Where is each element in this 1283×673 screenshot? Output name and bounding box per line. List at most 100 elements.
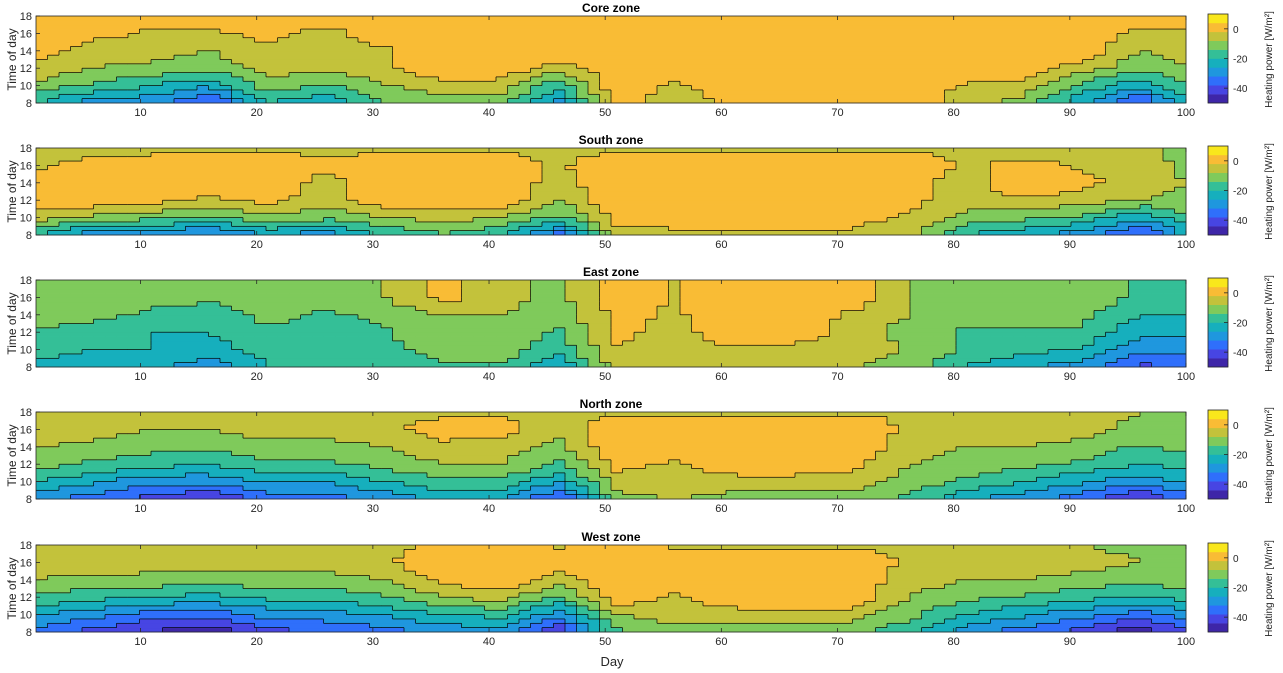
- heatmap-cell: [208, 63, 221, 69]
- heatmap-cell: [668, 85, 681, 91]
- heatmap-cell: [841, 85, 853, 91]
- heatmap-cell: [864, 76, 876, 82]
- heatmap-cell: [392, 24, 405, 30]
- heatmap-cell: [197, 81, 209, 86]
- heatmap-cell: [967, 55, 980, 60]
- heatmap-cell: [461, 213, 474, 218]
- heatmap-cell: [93, 217, 106, 223]
- colorbar-tick-label: -40: [1233, 84, 1248, 95]
- heatmap-cell: [967, 89, 980, 95]
- heatmap-cell: [162, 29, 175, 34]
- heatmap-cell: [703, 182, 715, 188]
- heatmap-cell: [967, 213, 980, 218]
- heatmap-cell: [1140, 200, 1152, 205]
- heatmap-cell: [392, 59, 405, 65]
- heatmap-cell: [277, 81, 290, 86]
- heatmap-cell: [921, 213, 934, 218]
- heatmap-cell: [1048, 50, 1060, 56]
- heatmap-cell: [162, 20, 175, 26]
- heatmap-cell: [1025, 68, 1037, 73]
- heatmap-cell: [530, 187, 543, 192]
- heatmap-cell: [266, 24, 278, 30]
- heatmap-cell: [599, 63, 612, 69]
- heatmap-cell: [197, 68, 209, 73]
- heatmap-cell: [622, 208, 635, 214]
- heatmap-cell: [174, 98, 186, 104]
- heatmap-cell: [588, 37, 600, 43]
- heatmap-cell: [300, 195, 313, 201]
- heatmap-cell: [197, 195, 209, 201]
- heatmap-cell: [93, 20, 106, 26]
- heatmap-cell: [1025, 156, 1037, 162]
- heatmap-cell: [933, 152, 945, 158]
- heatmap-cell: [484, 156, 497, 162]
- heatmap-cell: [519, 187, 531, 192]
- heatmap-cell: [852, 148, 865, 153]
- heatmap-cell: [93, 89, 106, 95]
- heatmap-cell: [93, 182, 106, 188]
- heatmap-cell: [749, 187, 761, 192]
- heatmap-cell: [105, 182, 117, 188]
- heatmap-cell: [105, 152, 117, 158]
- heatmap-cell: [82, 55, 94, 60]
- heatmap-cell: [1151, 55, 1164, 60]
- heatmap-cell: [289, 191, 301, 197]
- heatmap-cell: [346, 213, 359, 218]
- heatmap-cell: [473, 191, 485, 197]
- heatmap-cell: [760, 156, 773, 162]
- heatmap-cell: [887, 178, 899, 184]
- heatmap-cell: [1048, 98, 1060, 104]
- heatmap-cell: [473, 76, 485, 82]
- heatmap-cell: [772, 46, 784, 52]
- heatmap-cell: [105, 217, 117, 223]
- heatmap-cell: [220, 50, 232, 56]
- heatmap-cell: [680, 230, 692, 236]
- heatmap-cell: [277, 226, 290, 232]
- heatmap-cell: [151, 156, 163, 162]
- heatmap-cell: [70, 24, 83, 30]
- heatmap-cell: [565, 161, 577, 166]
- heatmap-cell: [910, 85, 922, 91]
- heatmap-cell: [174, 230, 186, 236]
- heatmap-cell: [404, 37, 416, 43]
- heatmap-cell: [979, 152, 991, 158]
- heatmap-cell: [289, 42, 301, 47]
- heatmap-cell: [887, 221, 899, 227]
- heatmap-cell: [933, 85, 945, 91]
- heatmap-cell: [691, 148, 704, 153]
- heatmap-cell: [1163, 63, 1175, 69]
- heatmap-cell: [312, 161, 324, 166]
- heatmap-cell: [795, 94, 807, 100]
- heatmap-cell: [300, 221, 313, 227]
- heatmap-cell: [703, 213, 715, 218]
- heatmap-cell: [657, 200, 669, 205]
- heatmap-cell: [772, 204, 784, 210]
- heatmap-cell: [841, 29, 853, 34]
- heatmap-cell: [1059, 46, 1072, 52]
- heatmap-cell: [749, 200, 761, 205]
- heatmap-cell: [668, 63, 681, 69]
- heatmap-cell: [220, 217, 232, 223]
- heatmap-cell: [910, 221, 922, 227]
- heatmap-cell: [507, 94, 520, 100]
- heatmap-cell: [231, 230, 244, 236]
- heatmap-cell: [634, 16, 646, 21]
- heatmap-cell: [783, 63, 796, 69]
- heatmap-cell: [921, 89, 934, 95]
- heatmap-cell: [829, 94, 842, 100]
- heatmap-cell: [1128, 182, 1141, 188]
- heatmap-cell: [852, 42, 865, 47]
- heatmap-cell: [427, 187, 439, 192]
- heatmap-cell: [300, 20, 313, 26]
- heatmap-cell: [576, 217, 589, 223]
- heatmap-cell: [1082, 217, 1095, 223]
- heatmap-cell: [818, 182, 830, 188]
- heatmap-cell: [1117, 76, 1129, 82]
- heatmap-cell: [415, 72, 428, 78]
- heatmap-cell: [726, 94, 738, 100]
- heatmap-cell: [231, 20, 244, 26]
- heatmap-cell: [162, 208, 175, 214]
- heatmap-cell: [1048, 152, 1060, 158]
- heatmap-cell: [174, 89, 186, 95]
- heatmap-cell: [1013, 178, 1026, 184]
